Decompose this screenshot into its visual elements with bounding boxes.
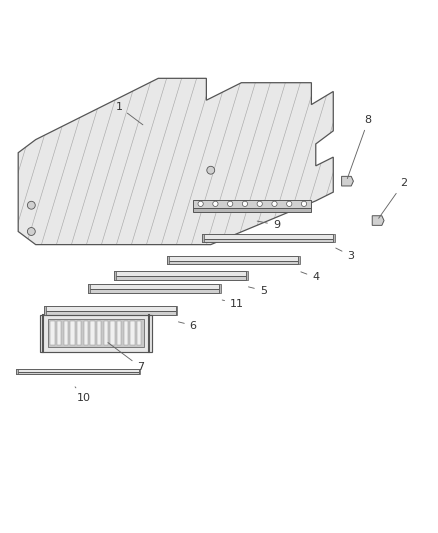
Circle shape xyxy=(27,228,35,236)
Bar xyxy=(90,321,95,345)
Polygon shape xyxy=(16,372,138,374)
Polygon shape xyxy=(201,233,332,239)
Bar xyxy=(70,321,74,345)
Polygon shape xyxy=(219,284,221,293)
Text: 5: 5 xyxy=(248,286,266,296)
Polygon shape xyxy=(245,271,247,280)
Text: 9: 9 xyxy=(257,220,279,230)
Circle shape xyxy=(227,201,232,206)
Polygon shape xyxy=(114,271,116,280)
Polygon shape xyxy=(16,369,138,372)
Circle shape xyxy=(198,201,203,206)
Polygon shape xyxy=(44,306,175,311)
Polygon shape xyxy=(88,289,219,293)
Bar xyxy=(50,321,54,345)
Polygon shape xyxy=(166,261,297,264)
Circle shape xyxy=(212,201,218,206)
Text: 2: 2 xyxy=(378,179,406,219)
Text: 8: 8 xyxy=(346,115,371,179)
Polygon shape xyxy=(297,255,299,264)
Circle shape xyxy=(257,201,262,206)
Bar xyxy=(64,321,68,345)
Bar xyxy=(84,321,88,345)
Circle shape xyxy=(301,201,306,206)
Bar xyxy=(137,321,141,345)
Bar xyxy=(57,321,61,345)
Polygon shape xyxy=(16,369,18,374)
Polygon shape xyxy=(371,216,383,225)
Bar xyxy=(77,321,81,345)
Bar xyxy=(97,321,101,345)
Polygon shape xyxy=(138,369,140,374)
Bar xyxy=(103,321,108,345)
Polygon shape xyxy=(193,208,311,212)
Text: 11: 11 xyxy=(222,298,244,309)
Polygon shape xyxy=(114,271,245,276)
Polygon shape xyxy=(175,306,177,314)
Circle shape xyxy=(271,201,276,206)
Circle shape xyxy=(27,201,35,209)
Polygon shape xyxy=(341,176,353,186)
Polygon shape xyxy=(44,311,175,314)
Polygon shape xyxy=(18,78,332,245)
Polygon shape xyxy=(201,239,332,243)
Text: 1: 1 xyxy=(115,102,142,125)
Polygon shape xyxy=(166,255,168,264)
Circle shape xyxy=(206,166,214,174)
Polygon shape xyxy=(88,284,219,289)
Bar xyxy=(48,319,144,348)
Bar xyxy=(124,321,128,345)
Text: 7: 7 xyxy=(108,343,144,372)
Circle shape xyxy=(242,201,247,206)
Polygon shape xyxy=(88,284,90,293)
Polygon shape xyxy=(166,255,297,261)
Text: 3: 3 xyxy=(335,248,353,261)
Bar xyxy=(117,321,121,345)
Text: 4: 4 xyxy=(300,272,318,282)
Bar xyxy=(130,321,134,345)
Polygon shape xyxy=(114,276,245,280)
Polygon shape xyxy=(201,233,203,243)
Circle shape xyxy=(286,201,291,206)
Text: 6: 6 xyxy=(178,320,196,330)
Bar xyxy=(110,321,114,345)
Polygon shape xyxy=(44,306,46,314)
Polygon shape xyxy=(332,233,334,243)
Text: 10: 10 xyxy=(75,387,91,403)
Polygon shape xyxy=(193,199,311,208)
FancyBboxPatch shape xyxy=(40,314,151,352)
